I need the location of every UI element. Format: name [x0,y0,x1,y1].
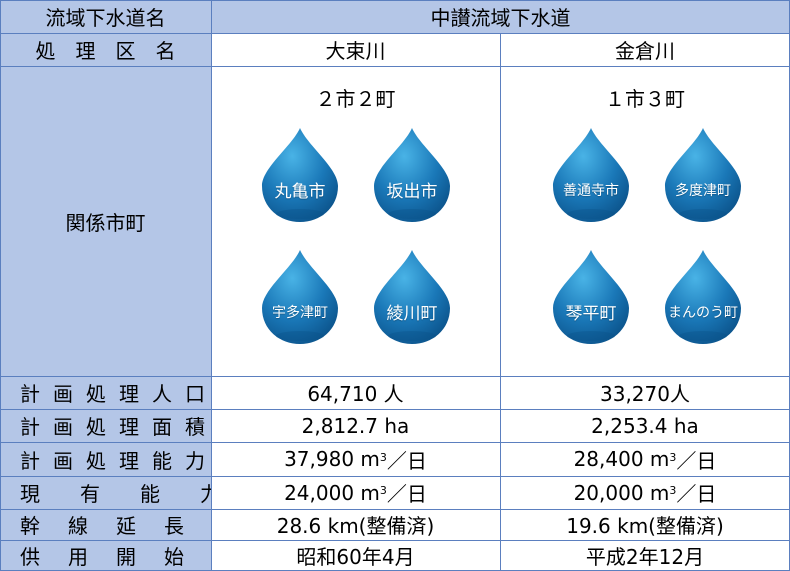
town-drop: 丸亀市 [258,126,342,224]
town-name: 宇多津町 [272,305,328,321]
district-a-municipalities [211,66,500,376]
header-system-name: 中讃流域下水道 [211,0,790,33]
district-a-current-capacity: 24,000 m 3 ／日 [211,476,500,509]
row-label-text: 供用開始 [20,545,212,569]
district-a-trunk-length: 28.6 km(整備済) [211,509,500,540]
town-drop: 多度津町 [661,126,745,224]
district-a-planned-area: 2,812.7 ha [211,409,500,442]
grid-line [0,33,790,34]
grid-line [0,442,790,443]
town-name: 丸亀市 [274,182,326,202]
district-b-service-start: 平成2年12月 [500,540,790,571]
value-number: 20,000 m [573,480,670,505]
value-unit: ／日 [386,482,427,506]
unit-superscript: 3 [669,484,677,497]
unit-superscript: 3 [379,484,387,497]
row-label-planned-area: 計画処理面積 [0,409,211,442]
grid-line [0,476,790,477]
value-unit: ／日 [676,448,717,473]
district-a-name: 大束川 [211,33,500,66]
value-unit: ／日 [386,448,427,473]
district-b-planned-area: 2,253.4 ha [500,409,790,442]
value-number: 24,000 m [284,480,380,505]
header-label-district: 処 理 区 名 [0,33,211,66]
district-b-trunk-length: 19.6 km(整備済) [500,509,790,540]
unit-superscript: 3 [669,450,677,464]
district-b-municipalities [500,66,790,376]
value-number: 37,980 m [284,447,380,471]
town-name: 坂出市 [386,182,438,202]
row-label-text: 計画処理能力 [20,448,218,473]
unit-superscript: 3 [379,450,387,464]
header-label-sewer-name: 流域下水道名 [0,0,211,33]
grid-line [0,0,790,1]
row-label-planned-capacity: 計画処理能力 [0,442,211,476]
town-name: 善通寺市 [563,183,619,199]
row-label-planned-population: 計画処理人口 [0,376,211,409]
district-a-summary: ２市２町 [315,86,396,111]
town-drop: 宇多津町 [258,248,342,346]
town-name: 琴平町 [565,304,617,324]
row-label-service-start: 供用開始 [0,540,211,571]
grid-line [0,0,1,571]
grid-line [0,66,790,67]
value-number: 28,400 m [573,447,670,471]
district-b-planned-population: 33,270人 [500,376,790,409]
grid-line [0,509,790,510]
row-label-trunk-length: 幹線延長 [0,509,211,540]
grid-line [500,33,501,571]
grid-line [211,0,212,571]
town-name: まんのう町 [668,305,738,321]
header-label-municipalities: 関係市町 [0,66,211,376]
district-b-name: 金倉川 [500,33,790,66]
town-drop: 琴平町 [549,248,633,346]
grid-line [0,540,790,541]
district-a-planned-capacity: 37,980 m 3 ／日 [211,442,500,476]
district-a-planned-population: 64,710 人 [211,376,500,409]
row-label-text: 計画処理面積 [20,415,218,439]
row-label-text: 現有能力 [20,482,260,506]
grid-line [0,376,790,377]
town-drop: 坂出市 [370,126,454,224]
town-name: 多度津町 [675,183,731,199]
value-unit: ／日 [676,482,717,506]
district-b-current-capacity: 20,000 m 3 ／日 [500,476,790,509]
district-b-planned-capacity: 28,400 m 3 ／日 [500,442,790,476]
town-drop: まんのう町 [661,248,745,346]
grid-line [0,409,790,410]
row-label-text: 幹線延長 [20,514,212,538]
district-a-service-start: 昭和60年4月 [211,540,500,571]
town-drop: 善通寺市 [549,126,633,224]
town-name: 綾川町 [386,304,438,324]
district-b-summary: １市３町 [605,86,685,111]
row-label-current-capacity: 現有能力 [0,476,220,509]
town-drop: 綾川町 [370,248,454,346]
row-label-text: 計画処理人口 [20,382,218,406]
